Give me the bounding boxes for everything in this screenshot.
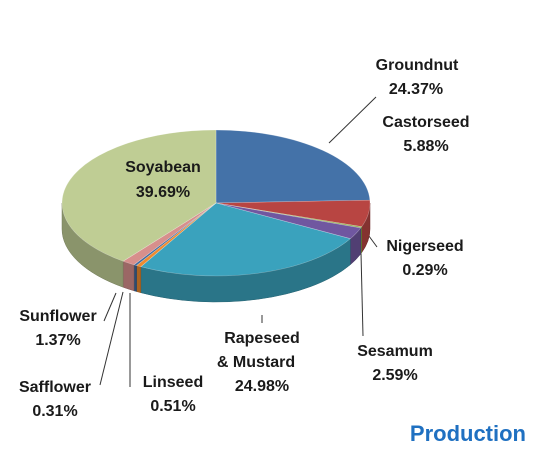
slice-soyabean (61, 129, 217, 262)
pie-side-walls (61, 202, 371, 303)
side-sunflower (122, 260, 135, 292)
category-label-groundnut: Groundnut (376, 57, 459, 74)
data-label-sesamum: 2.59% (372, 367, 417, 384)
data-label-nigerseed: 0.29% (402, 262, 447, 279)
category-label-sunflower: Sunflower (19, 308, 96, 325)
category-label-rapeseed-and-mustard: Rapeseed (224, 330, 300, 347)
category-label-castorseed: Castorseed (382, 114, 469, 131)
slice-safflower (133, 202, 217, 266)
chart-title: Production (410, 421, 526, 446)
data-label-rapeseed-and-mustard: 24.98% (235, 378, 289, 395)
slice-castorseed (215, 199, 371, 227)
slice-nigerseed (215, 202, 363, 229)
leader-line-sunflower (103, 292, 117, 322)
category-label-sesamum: Sesamum (357, 343, 433, 360)
leader-line-groundnut (328, 96, 377, 144)
data-label-soyabean: 39.69% (136, 184, 190, 201)
slice-rapeseed-and-mustard (140, 202, 351, 277)
pie-top-slices (61, 129, 371, 277)
slice-sesamum (215, 202, 362, 240)
data-label-safflower: 0.31% (32, 403, 77, 420)
side-safflower (133, 264, 137, 292)
category-label-soyabean: Soyabean (125, 159, 201, 176)
category-label-linseed: Linseed (143, 374, 203, 391)
slice-labels: Groundnut 24.37% Castorseed 5.88% Nigerseed 0… (19, 57, 470, 420)
leader-line-sesamum (360, 252, 364, 337)
leader-lines (99, 96, 378, 387)
side-linseed (136, 265, 142, 294)
leader-line-safflower (99, 291, 124, 386)
category-label-safflower: Safflower (19, 379, 91, 396)
data-label-sunflower: 1.37% (35, 332, 80, 349)
data-label-groundnut: 24.37% (389, 81, 443, 98)
category-label-nigerseed: Nigerseed (386, 238, 463, 255)
slice-sunflower (122, 202, 217, 266)
data-label-castorseed: 5.88% (403, 138, 448, 155)
data-label-linseed: 0.51% (150, 398, 195, 415)
slice-linseed (135, 202, 217, 268)
slice-groundnut (215, 129, 371, 204)
category-label-rapeseed-and-mustard: & Mustard (217, 354, 295, 371)
